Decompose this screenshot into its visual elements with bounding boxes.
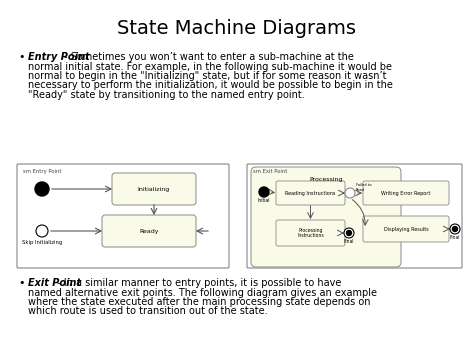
FancyBboxPatch shape (363, 216, 449, 242)
Circle shape (344, 228, 354, 238)
Text: Skip Initializing: Skip Initializing (22, 240, 62, 245)
Text: Processing: Processing (309, 178, 343, 182)
Text: Processing
Instructions: Processing Instructions (297, 228, 324, 239)
Text: Writing Error Report: Writing Error Report (381, 191, 431, 196)
Text: Final: Final (344, 239, 354, 244)
Text: "Ready" state by transitioning to the named entry point.: "Ready" state by transitioning to the na… (28, 90, 305, 100)
Text: State Machine Diagrams: State Machine Diagrams (118, 18, 356, 38)
Text: sm Exit Point: sm Exit Point (253, 169, 287, 174)
Text: Exit Point: Exit Point (28, 278, 81, 288)
Text: Reading Instructions: Reading Instructions (285, 191, 336, 196)
Text: Failed to
Read: Failed to Read (356, 184, 372, 192)
FancyBboxPatch shape (102, 215, 196, 247)
Circle shape (450, 224, 460, 234)
Text: •: • (18, 52, 25, 62)
FancyBboxPatch shape (17, 164, 229, 268)
Text: Entry Point: Entry Point (28, 52, 90, 62)
Text: - Sometimes you won’t want to enter a sub-machine at the: - Sometimes you won’t want to enter a su… (61, 52, 354, 62)
Text: Initializing: Initializing (138, 186, 170, 191)
Circle shape (345, 188, 355, 198)
Text: where the state executed after the main processing state depends on: where the state executed after the main … (28, 297, 371, 307)
FancyBboxPatch shape (276, 220, 345, 246)
FancyBboxPatch shape (276, 181, 345, 205)
FancyBboxPatch shape (112, 173, 196, 205)
Text: Ready: Ready (139, 229, 159, 234)
Text: sm Entry Point: sm Entry Point (23, 169, 62, 174)
Text: normal to begin in the "Initializing" state, but if for some reason it wasn’t: normal to begin in the "Initializing" st… (28, 71, 386, 81)
Text: necessary to perform the initialization, it would be possible to begin in the: necessary to perform the initialization,… (28, 81, 393, 91)
Text: Final: Final (450, 235, 460, 240)
Circle shape (35, 182, 49, 196)
Text: which route is used to transition out of the state.: which route is used to transition out of… (28, 306, 268, 317)
FancyBboxPatch shape (363, 181, 449, 205)
Text: - In a similar manner to entry points, it is possible to have: - In a similar manner to entry points, i… (54, 278, 341, 288)
Text: •: • (18, 278, 25, 288)
Text: Initial: Initial (258, 198, 270, 203)
Circle shape (259, 187, 269, 197)
Circle shape (453, 226, 457, 231)
Circle shape (346, 230, 352, 235)
Text: named alternative exit points. The following diagram gives an example: named alternative exit points. The follo… (28, 288, 377, 297)
FancyBboxPatch shape (247, 164, 462, 268)
Text: normal initial state. For example, in the following sub-machine it would be: normal initial state. For example, in th… (28, 61, 392, 71)
FancyBboxPatch shape (251, 167, 401, 267)
Text: Displaying Results: Displaying Results (383, 226, 428, 231)
